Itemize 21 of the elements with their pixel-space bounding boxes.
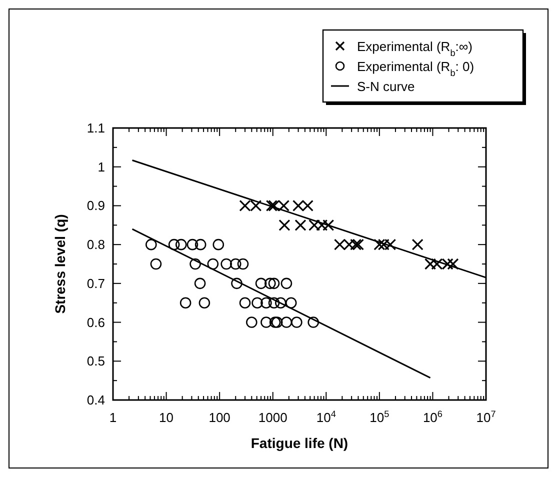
y-tick-label: 0.4 <box>86 392 105 408</box>
legend-label: Experimental (R$_{b}$:∞) <box>357 39 472 58</box>
y-tick-label: 0.6 <box>86 314 105 330</box>
x-tick-label: 10$^{4}$ <box>316 409 336 425</box>
legend-label: Experimental (R$_{b}$: 0) <box>357 59 474 78</box>
y-tick-label: 0.8 <box>86 237 105 252</box>
x-tick-label: 10$^{5}$ <box>370 409 390 425</box>
y-tick-label: 1 <box>98 159 105 174</box>
x-tick-label: 10 <box>159 410 174 425</box>
x-tick-label: 10$^{6}$ <box>422 409 442 425</box>
x-tick-label: 10$^{7}$ <box>476 409 496 425</box>
y-tick-label: 0.9 <box>86 198 105 214</box>
y-tick-label: 0.7 <box>86 276 105 291</box>
y-axis-title: Stress level (q) <box>52 214 68 314</box>
legend-label: S-N curve <box>357 79 415 94</box>
x-tick-label: 1000 <box>258 410 288 425</box>
x-axis-title: Fatigue life (N) <box>250 435 348 451</box>
x-tick-label: 100 <box>208 410 230 425</box>
y-tick-label: 0.5 <box>86 354 105 369</box>
y-tick-label: 1.1 <box>86 120 105 136</box>
x-tick-label: 1 <box>109 410 117 425</box>
